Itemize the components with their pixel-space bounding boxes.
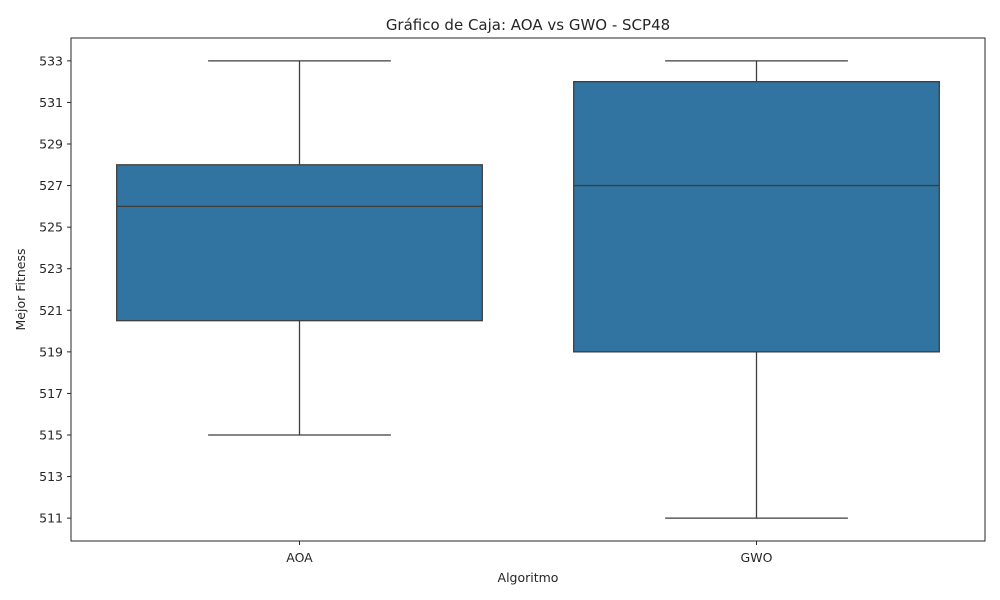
box-iqr: [573, 80, 940, 353]
x-tick-label: AOA: [286, 550, 313, 565]
y-tick-label: 523: [39, 261, 63, 276]
x-axis: AOA GWO: [286, 541, 773, 565]
box-iqr: [116, 164, 483, 322]
y-tick-label: 525: [39, 220, 63, 235]
y-tick-label: 529: [39, 137, 63, 152]
y-tick-label: 511: [39, 511, 63, 526]
y-tick-label: 515: [39, 427, 63, 442]
y-axis: 511 513 515 517 519 521 523 525 527 529 531 533: [39, 53, 71, 526]
y-tick-label: 527: [39, 178, 63, 193]
boxes-layer: [116, 60, 940, 519]
chart-title: Gráfico de Caja: AOA vs GWO - SCP48: [386, 16, 670, 34]
plot-frame: [70, 37, 986, 542]
box-aoa: [116, 60, 483, 436]
y-tick-label: 521: [39, 303, 63, 318]
y-tick-label: 531: [39, 95, 63, 110]
y-tick-label: 533: [39, 53, 63, 68]
box-gwo: [573, 60, 940, 519]
x-tick-label: GWO: [741, 550, 773, 565]
y-tick-label: 517: [39, 386, 63, 401]
y-tick-label: 513: [39, 469, 63, 484]
y-axis-title: Mejor Fitness: [13, 248, 28, 330]
x-axis-title: Algoritmo: [498, 570, 559, 585]
y-tick-label: 519: [39, 344, 63, 359]
